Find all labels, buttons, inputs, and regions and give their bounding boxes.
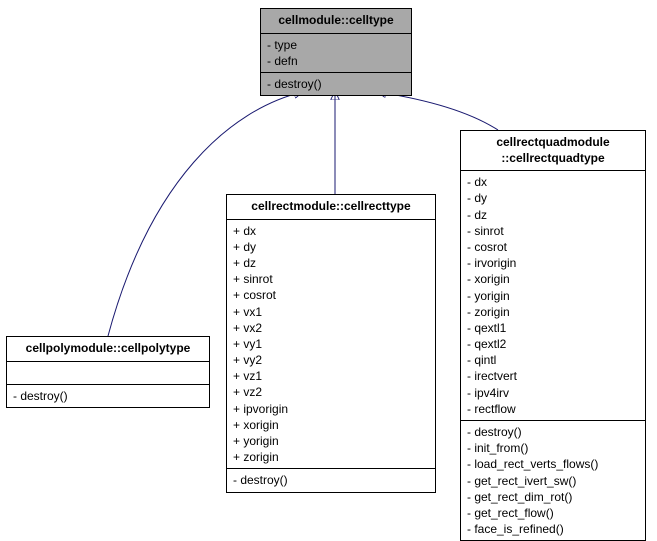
member-row: - get_rect_dim_rot() — [467, 489, 639, 505]
member-row: - destroy() — [467, 424, 639, 440]
member-row: - dz — [467, 207, 639, 223]
member-row: - load_rect_verts_flows() — [467, 456, 639, 472]
methods-section: - destroy()- init_from()- load_rect_vert… — [461, 421, 645, 540]
class-title: cellpolymodule::cellpolytype — [7, 337, 209, 362]
class-title: cellmodule::celltype — [261, 9, 411, 34]
member-row: - qextl1 — [467, 320, 639, 336]
class-cellrectquadtype: cellrectquadmodule ::cellrectquadtype - … — [460, 130, 646, 541]
attributes-section: - dx- dy- dz- sinrot- cosrot- irvorigin-… — [461, 171, 645, 421]
member-row: + vz1 — [233, 368, 429, 384]
member-row: + ipvorigin — [233, 401, 429, 417]
class-title: cellrectmodule::cellrecttype — [227, 195, 435, 220]
member-row: + yorigin — [233, 433, 429, 449]
member-row: + sinrot — [233, 271, 429, 287]
member-row: - sinrot — [467, 223, 639, 239]
member-row: + cosrot — [233, 287, 429, 303]
member-row: - dx — [467, 174, 639, 190]
member-row: + dz — [233, 255, 429, 271]
inheritance-edge — [378, 92, 498, 130]
attributes-section: + dx+ dy+ dz+ sinrot+ cosrot+ vx1+ vx2+ … — [227, 220, 435, 470]
member-row: + zorigin — [233, 449, 429, 465]
member-row: - xorigin — [467, 271, 639, 287]
methods-section: - destroy() — [227, 469, 435, 491]
member-row: - destroy() — [13, 388, 203, 404]
methods-section: - destroy() — [7, 385, 209, 407]
member-row: - qextl2 — [467, 336, 639, 352]
member-row: - yorigin — [467, 288, 639, 304]
member-row: - init_from() — [467, 440, 639, 456]
class-title: cellrectquadmodule ::cellrectquadtype — [461, 131, 645, 171]
member-row: - dy — [467, 190, 639, 206]
class-cellpolytype: cellpolymodule::cellpolytype - destroy() — [6, 336, 210, 408]
title-line2: ::cellrectquadtype — [501, 151, 604, 165]
member-row: - destroy() — [267, 76, 405, 92]
member-row: - face_is_refined() — [467, 521, 639, 537]
member-row: - ipv4irv — [467, 385, 639, 401]
member-row: + dx — [233, 223, 429, 239]
member-row: - destroy() — [233, 472, 429, 488]
member-row: - irvorigin — [467, 255, 639, 271]
member-row: + dy — [233, 239, 429, 255]
member-row: - zorigin — [467, 304, 639, 320]
member-row: + vy2 — [233, 352, 429, 368]
member-row: - qintl — [467, 352, 639, 368]
title-line1: cellrectquadmodule — [496, 135, 609, 149]
member-row: + vy1 — [233, 336, 429, 352]
attributes-section — [7, 362, 209, 385]
member-row: - get_rect_flow() — [467, 505, 639, 521]
class-cellrecttype: cellrectmodule::cellrecttype + dx+ dy+ d… — [226, 194, 436, 493]
member-row: - type — [267, 37, 405, 53]
member-row: + xorigin — [233, 417, 429, 433]
member-row: + vx1 — [233, 304, 429, 320]
member-row: - rectflow — [467, 401, 639, 417]
member-row: - defn — [267, 53, 405, 69]
class-celltype: cellmodule::celltype - type- defn - dest… — [260, 8, 412, 96]
member-row: - cosrot — [467, 239, 639, 255]
methods-section: - destroy() — [261, 73, 411, 95]
member-row: + vx2 — [233, 320, 429, 336]
member-row: + vz2 — [233, 384, 429, 400]
member-row: - get_rect_ivert_sw() — [467, 473, 639, 489]
attributes-section: - type- defn — [261, 34, 411, 73]
member-row: - irectvert — [467, 368, 639, 384]
